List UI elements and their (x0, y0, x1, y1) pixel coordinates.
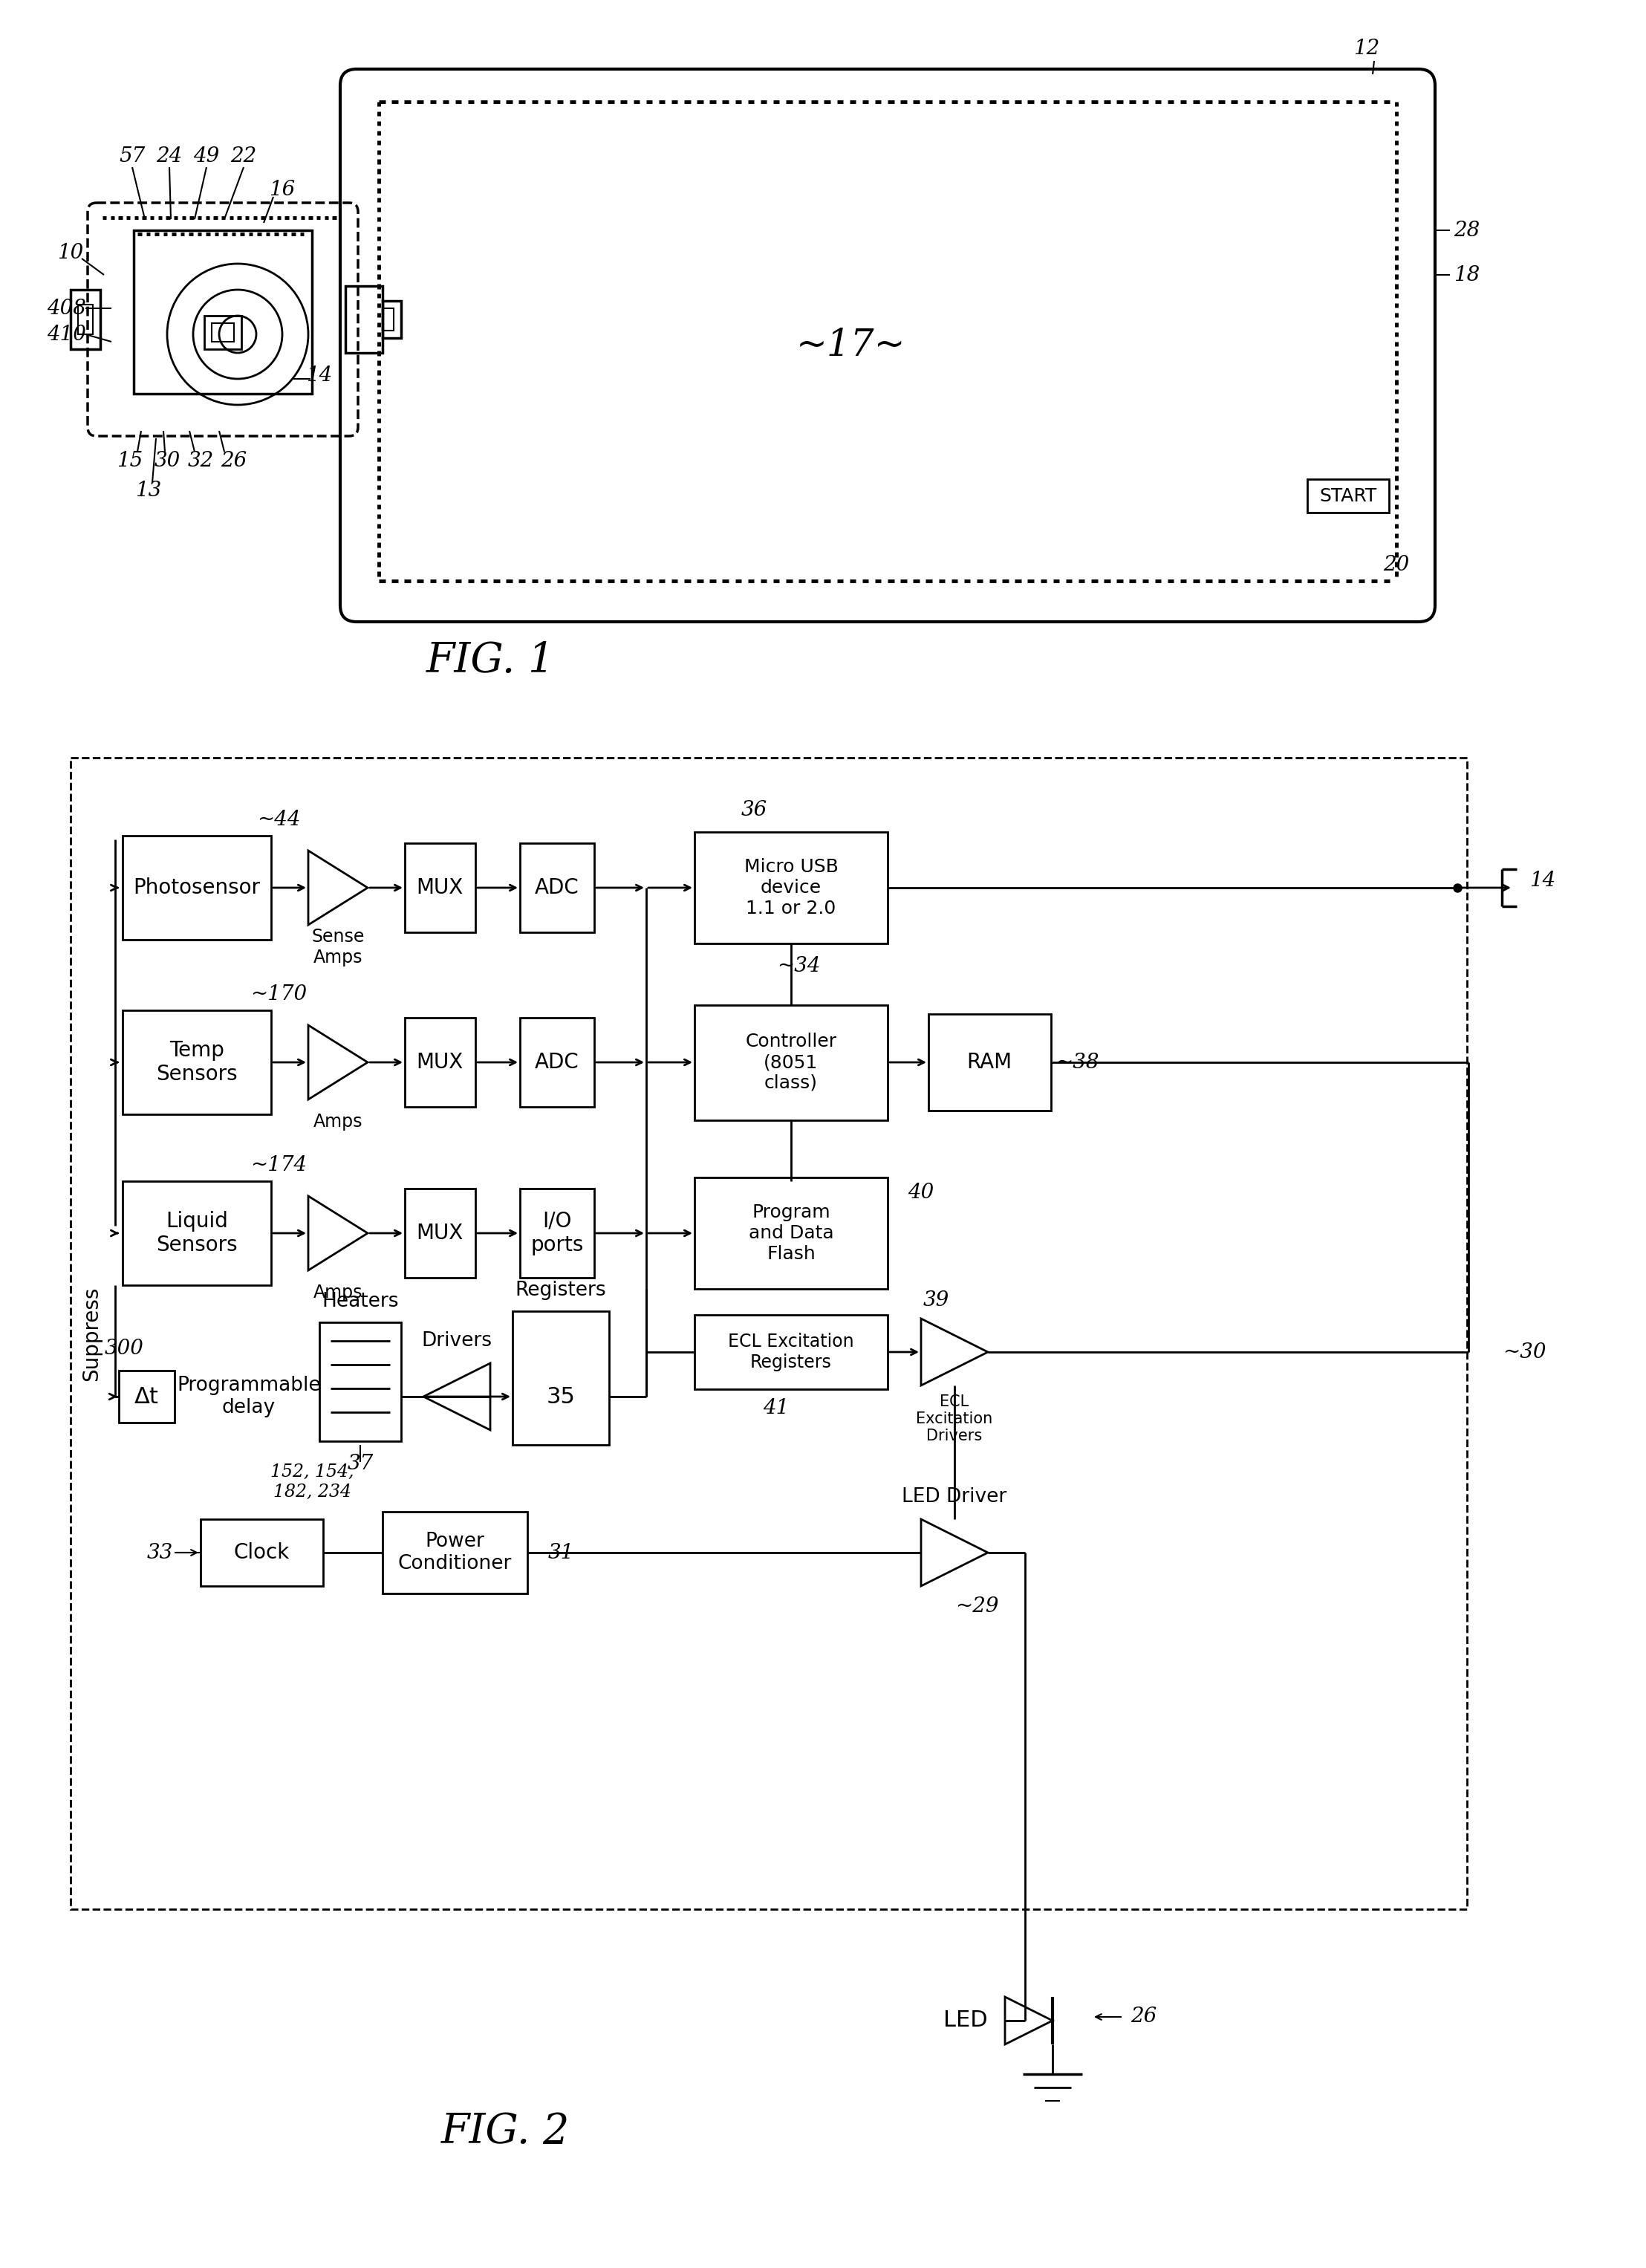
Text: 57: 57 (119, 145, 145, 166)
Bar (520, 844, 594, 932)
Bar (119, 1370, 174, 1422)
Text: Programmable
delay: Programmable delay (176, 1377, 321, 1418)
Text: Δt: Δt (133, 1386, 158, 1408)
Text: 410: 410 (48, 324, 87, 345)
Text: LED: LED (943, 2009, 988, 2032)
Text: 408: 408 (48, 299, 87, 318)
Bar (204, 315, 242, 349)
Text: 28: 28 (1453, 220, 1480, 240)
Bar (695, 1177, 887, 1288)
Text: 40: 40 (909, 1182, 935, 1202)
Bar (382, 308, 393, 331)
Text: ~29: ~29 (955, 1597, 999, 1617)
Bar (133, 231, 313, 395)
Bar (122, 835, 272, 939)
Bar (71, 758, 1467, 1910)
Text: 26: 26 (221, 451, 247, 472)
Text: I/O
ports: I/O ports (530, 1211, 584, 1256)
Text: 26: 26 (1131, 2007, 1157, 2028)
Bar (695, 1005, 887, 1120)
Bar (695, 1315, 887, 1390)
Text: ADC: ADC (535, 1052, 579, 1073)
Text: Amps: Amps (313, 1284, 362, 1302)
Bar (201, 1520, 323, 1585)
Text: 36: 36 (741, 801, 767, 819)
Text: 300: 300 (104, 1338, 143, 1359)
Bar (382, 1513, 527, 1594)
Text: 30: 30 (155, 451, 179, 472)
Text: Suppress: Suppress (81, 1286, 102, 1381)
Text: 39: 39 (923, 1290, 950, 1311)
Text: 24: 24 (156, 145, 183, 166)
Bar (512, 1311, 609, 1445)
Text: START: START (1320, 488, 1376, 506)
Text: MUX: MUX (416, 1222, 463, 1243)
Bar (77, 304, 92, 333)
Text: 22: 22 (230, 145, 257, 166)
Bar (346, 286, 382, 354)
Text: Controller
(8051
class): Controller (8051 class) (746, 1032, 836, 1091)
Text: Drivers: Drivers (421, 1331, 492, 1349)
Bar (405, 844, 476, 932)
Text: 41: 41 (764, 1397, 790, 1418)
Text: Heaters: Heaters (323, 1293, 398, 1311)
Text: Registers: Registers (515, 1281, 606, 1300)
Text: Sense
Amps: Sense Amps (311, 928, 364, 966)
Text: Clock: Clock (234, 1542, 290, 1563)
Bar (122, 1009, 272, 1114)
Bar (695, 832, 887, 943)
Text: ~170: ~170 (250, 984, 306, 1005)
Text: 10: 10 (58, 243, 84, 263)
Text: 33: 33 (146, 1542, 173, 1563)
Text: Power
Conditioner: Power Conditioner (398, 1531, 512, 1574)
Text: Temp
Sensors: Temp Sensors (156, 1039, 237, 1084)
Text: 35: 35 (546, 1386, 574, 1408)
Text: 20: 20 (1383, 556, 1409, 574)
Bar (319, 1322, 402, 1440)
Text: ~30: ~30 (1503, 1343, 1546, 1363)
Text: ~34: ~34 (777, 955, 820, 975)
Text: ~44: ~44 (257, 810, 300, 830)
Text: ECL
Excitation
Drivers: ECL Excitation Drivers (917, 1395, 993, 1442)
Bar (405, 1188, 476, 1277)
Text: 49: 49 (193, 145, 219, 166)
Text: Program
and Data
Flash: Program and Data Flash (749, 1204, 833, 1263)
Text: 13: 13 (135, 481, 161, 501)
Bar (928, 1014, 1052, 1111)
Bar (71, 290, 100, 349)
Bar (520, 1018, 594, 1107)
Text: ~17~: ~17~ (795, 327, 905, 363)
Text: 15: 15 (117, 451, 143, 472)
Text: 32: 32 (188, 451, 214, 472)
Text: 31: 31 (548, 1542, 574, 1563)
Text: 37: 37 (347, 1454, 374, 1474)
Text: Amps: Amps (313, 1114, 362, 1132)
Text: 152, 154,
182, 234: 152, 154, 182, 234 (270, 1463, 354, 1501)
Text: 14: 14 (306, 365, 332, 386)
Text: MUX: MUX (416, 878, 463, 898)
Bar (1307, 479, 1389, 513)
Text: 12: 12 (1353, 39, 1379, 59)
Text: 14: 14 (1529, 871, 1555, 891)
Text: LED Driver: LED Driver (902, 1488, 1007, 1506)
Text: 16: 16 (270, 179, 295, 200)
Text: ECL Excitation
Registers: ECL Excitation Registers (728, 1334, 854, 1372)
Bar (212, 322, 234, 342)
Text: MUX: MUX (416, 1052, 463, 1073)
Text: ADC: ADC (535, 878, 579, 898)
Text: Liquid
Sensors: Liquid Sensors (156, 1211, 237, 1256)
Text: Photosensor: Photosensor (133, 878, 260, 898)
Bar (405, 1018, 476, 1107)
Text: FIG. 1: FIG. 1 (426, 642, 555, 680)
Text: RAM: RAM (966, 1052, 1012, 1073)
Text: ~174: ~174 (250, 1154, 306, 1175)
Bar (520, 1188, 594, 1277)
Text: Micro USB
device
1.1 or 2.0: Micro USB device 1.1 or 2.0 (744, 857, 838, 916)
Bar (382, 302, 402, 338)
Bar (122, 1182, 272, 1286)
Text: 18: 18 (1453, 265, 1480, 286)
Text: ~38: ~38 (1055, 1052, 1100, 1073)
Text: FIG. 2: FIG. 2 (441, 2112, 570, 2152)
